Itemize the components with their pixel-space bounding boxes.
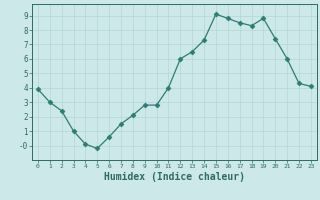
X-axis label: Humidex (Indice chaleur): Humidex (Indice chaleur) [104, 172, 245, 182]
